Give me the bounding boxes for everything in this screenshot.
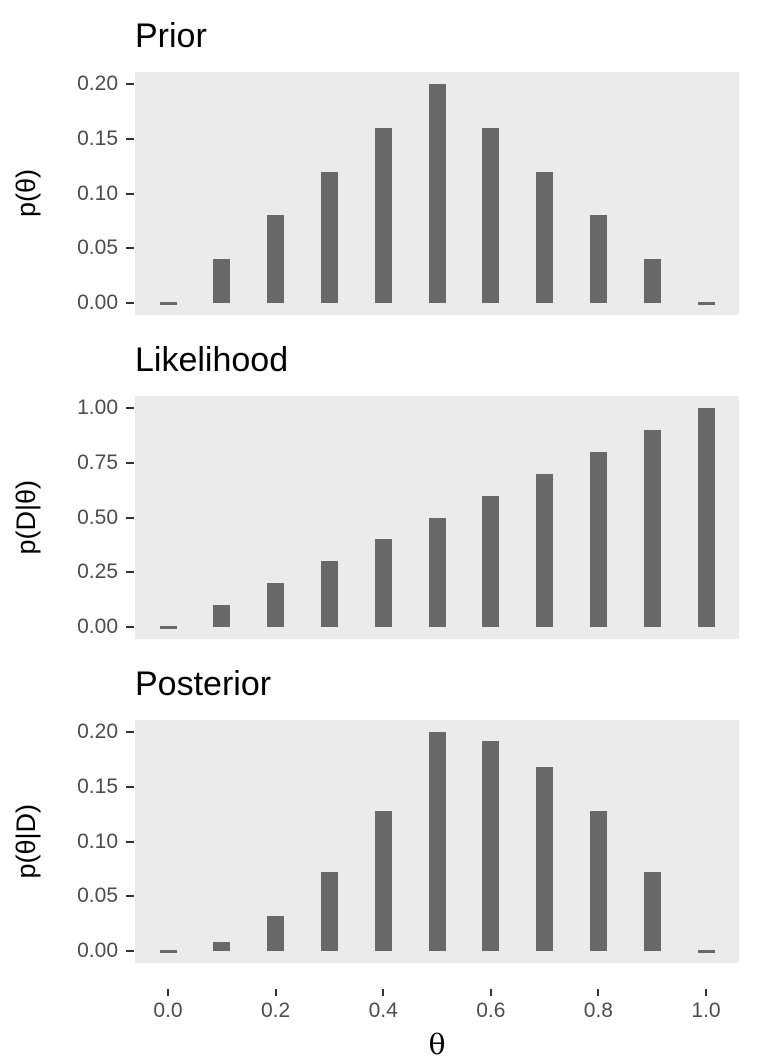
y-tick-label: 0.10 [77, 181, 118, 205]
bar [428, 84, 446, 303]
likelihood-chart-title: Likelihood [135, 341, 289, 379]
y-tick-mark [126, 407, 134, 409]
bar [267, 583, 285, 627]
bar [428, 517, 446, 627]
y-tick-mark [126, 785, 134, 788]
bar [536, 171, 554, 303]
bar [536, 473, 554, 627]
bar [213, 605, 231, 627]
y-tick-label: 0.05 [77, 236, 118, 260]
bar [697, 301, 715, 305]
bar [643, 259, 661, 303]
bar [482, 127, 500, 303]
posterior-chart-body: p(θ|D) 0.00 0.05 0.10 0.15 0.20 [0, 720, 768, 963]
y-tick-mark [126, 950, 134, 952]
bar [482, 740, 500, 951]
y-tick-label: 0.00 [77, 939, 118, 962]
bar [267, 915, 285, 951]
y-tick-mark [126, 192, 134, 195]
x-tick-label: 0.0 [153, 999, 183, 1022]
x-tick-label: 0.4 [368, 999, 398, 1022]
bar [159, 625, 177, 629]
likelihood-plot-panel [135, 396, 739, 639]
y-tick-label: 0.20 [77, 72, 118, 95]
prior-y-axis-title: p(θ) [10, 169, 41, 218]
y-tick-label: 0.00 [77, 291, 118, 314]
y-tick-mark [126, 840, 134, 843]
y-tick-label: 0.50 [77, 505, 118, 529]
y-tick-label: 0.15 [77, 774, 118, 798]
x-tick-label: 0.8 [583, 999, 613, 1022]
bar [374, 127, 392, 303]
posterior-plot-panel [135, 720, 739, 963]
prior-y-axis-ticks: 0.00 0.05 0.10 0.15 0.20 [52, 72, 135, 315]
y-tick-mark [126, 137, 134, 140]
y-tick-label: 0.15 [77, 126, 118, 150]
likelihood-chart-body: p(D|θ) 0.00 0.25 0.50 0.75 1.00 [0, 396, 768, 639]
x-axis-title: θ [428, 1028, 446, 1056]
x-tick-label: 0.6 [476, 999, 506, 1022]
bar [213, 942, 231, 951]
bar [589, 215, 607, 303]
prior-chart: Prior p(θ) 0.00 0.05 0.10 0.15 0.20 [0, 16, 768, 315]
bar [428, 732, 446, 951]
x-tick-mark [167, 989, 169, 996]
bar [536, 767, 554, 951]
bar [482, 495, 500, 627]
bar [159, 949, 177, 953]
bar [320, 561, 338, 627]
bar [213, 259, 231, 303]
prior-chart-body: p(θ) 0.00 0.05 0.10 0.15 0.20 [0, 72, 768, 315]
x-tick-mark [382, 989, 385, 996]
x-tick-mark [597, 989, 600, 996]
posterior-y-axis-title: p(θ|D) [10, 804, 41, 879]
x-axis: 0.0 0.2 0.4 0.6 0.8 1.0 [135, 988, 739, 1028]
y-tick-mark [126, 731, 134, 733]
prior-chart-title: Prior [135, 17, 207, 55]
y-tick-mark [126, 895, 134, 898]
bar [643, 872, 661, 951]
y-tick-mark [126, 571, 134, 574]
y-tick-mark [126, 461, 134, 464]
likelihood-y-axis-title: p(D|θ) [10, 480, 41, 555]
y-tick-label: 0.20 [77, 720, 118, 743]
x-tick-mark [705, 989, 707, 996]
bar [159, 301, 177, 305]
bar [697, 408, 715, 627]
likelihood-y-axis-ticks: 0.00 0.25 0.50 0.75 1.00 [52, 396, 135, 639]
bar [697, 949, 715, 953]
y-tick-label: 0.00 [77, 615, 118, 638]
x-tick-label: 0.2 [260, 999, 291, 1022]
posterior-chart-title: Posterior [135, 665, 272, 703]
y-tick-label: 0.25 [77, 560, 118, 584]
y-tick-label: 1.00 [77, 396, 118, 419]
likelihood-chart: Likelihood p(D|θ) 0.00 0.25 0.50 0.75 1.00 [0, 340, 768, 639]
bar [374, 539, 392, 627]
x-tick-mark [489, 989, 492, 996]
prior-plot-panel [135, 72, 739, 315]
bar [374, 810, 392, 951]
bar [643, 429, 661, 627]
y-tick-mark [126, 302, 134, 304]
x-tick-mark [274, 989, 277, 996]
bar [320, 171, 338, 303]
y-tick-mark [126, 247, 134, 250]
y-tick-mark [126, 626, 134, 628]
y-tick-label: 0.10 [77, 829, 118, 853]
bar [589, 451, 607, 627]
y-tick-label: 0.05 [77, 884, 118, 908]
posterior-chart: Posterior p(θ|D) 0.00 0.05 0.10 0.15 0.20 [0, 664, 768, 963]
y-tick-mark [126, 516, 134, 519]
bar [267, 215, 285, 303]
bar [589, 810, 607, 951]
y-tick-label: 0.75 [77, 450, 118, 474]
x-tick-label: 1.0 [691, 999, 721, 1022]
posterior-y-axis-ticks: 0.00 0.05 0.10 0.15 0.20 [52, 720, 135, 963]
y-tick-mark [126, 83, 134, 85]
bar [320, 872, 338, 951]
